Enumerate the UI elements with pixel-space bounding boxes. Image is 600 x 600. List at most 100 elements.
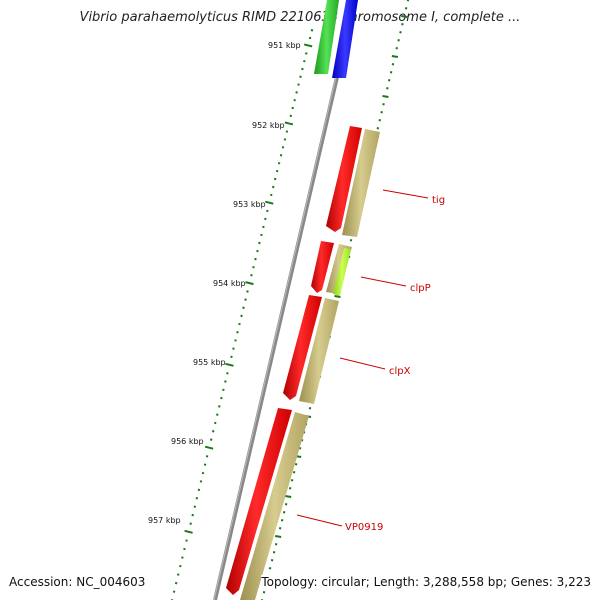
inner-ruler-tick [222,388,225,392]
inner-ruler-major-tick [265,200,274,205]
inner-ruler-tick [264,217,267,221]
outer-ruler-tick [382,103,385,106]
inner-ruler-tick [258,241,261,245]
chromosome-backbone [213,0,357,600]
outer-ruler-tick [270,559,274,562]
feature-olive-1 [342,129,380,237]
inner-ruler-tick [256,249,259,253]
feature-olive-3 [299,298,339,404]
outer-ruler-tick [274,535,282,538]
kbp-label-953: 953 kbp [233,200,266,209]
inner-ruler-tick [189,522,192,525]
inner-ruler-tick [240,314,243,318]
inner-ruler-tick [230,355,233,359]
outer-ruler-tick [378,119,382,122]
inner-ruler-tick [226,372,229,375]
feature-green [314,0,339,74]
outer-ruler-tick [334,295,341,298]
outer-ruler-tick [288,487,292,490]
inner-ruler-tick [174,581,178,585]
inner-ruler-tick [172,590,176,593]
inner-ruler-tick [277,161,281,165]
outer-ruler-tick [285,495,292,498]
inner-ruler-tick [281,146,285,149]
feature-red-2 [311,241,334,293]
inner-ruler-tick [183,547,186,551]
inner-ruler-tick [285,130,289,133]
kbp-label-951: 951 kbp [268,41,301,50]
outer-ruler-tick [404,7,408,10]
inner-ruler-tick [250,274,253,277]
inner-ruler-tick [301,67,304,71]
outer-ruler-tick [397,39,400,42]
gene-callouts: tig clpP clpX VP0919 [296,189,445,533]
inner-ruler-tick [179,564,182,568]
inner-ruler-tick [244,298,247,301]
inner-ruler-tick [262,225,265,229]
inner-ruler-tick [220,396,223,400]
inner-ruler-tick [197,488,201,492]
feature-lime [333,248,351,296]
outer-ruler-tick [294,463,298,466]
outer-ruler-tick [274,543,278,546]
inner-ruler-tick [289,114,293,118]
outer-ruler-tick [278,527,282,530]
outer-ruler-tick [292,471,296,474]
gene-label-clpP: clpP [410,283,431,294]
inner-ruler-tick [293,98,296,102]
feature-red-1 [326,126,362,232]
outer-ruler-tick [386,87,389,90]
inner-ruler-tick [199,480,203,483]
inner-ruler-tick [242,306,245,309]
outer-ruler-tick [349,239,353,242]
kbp-label-954: 954 kbp [213,279,246,288]
inner-ruler-major-tick [184,529,193,534]
accession-text: Accession: NC_004603 [9,575,146,589]
inner-ruler-tick [254,257,257,261]
inner-ruler-tick [185,539,188,542]
outer-ruler-tick [282,511,286,514]
inner-ruler-tick [195,497,199,500]
gene-label-clpX: clpX [389,366,411,377]
inner-ruler [171,29,314,600]
inner-ruler-major-tick [303,43,313,48]
map-title: Vibrio parahaemolyticus RIMD 2210633 chr… [79,10,521,25]
kbp-label-956: 956 kbp [171,437,204,446]
inner-ruler-tick [310,29,314,32]
outer-ruler-tick [401,15,408,18]
kbp-label-957: 957 kbp [148,516,181,525]
inner-ruler-tick [203,463,207,466]
inner-ruler-tick [275,169,279,173]
inner-ruler-tick [270,193,273,197]
outer-ruler-tick [380,111,383,114]
inner-ruler-tick [295,91,298,94]
inner-ruler-tick [303,59,306,63]
feature-blue [332,0,358,78]
inner-ruler-tick [181,556,184,559]
outer-ruler-tick [399,31,402,34]
outer-ruler-tick [387,79,391,82]
inner-ruler-tick [266,209,269,213]
inner-ruler-tick [252,265,255,269]
inner-ruler-tick [218,405,221,408]
inner-ruler-tick [238,322,241,326]
inner-ruler-tick [279,154,283,157]
inner-ruler-tick [216,413,219,416]
inner-ruler-tick [246,290,249,293]
inner-ruler-major-tick [225,362,234,367]
inner-ruler-tick [209,438,213,441]
inner-ruler-tick [271,185,275,189]
gene-label-VP0919: VP0919 [345,522,383,533]
outer-ruler-tick [395,47,399,50]
outer-ruler-tick [268,567,272,570]
inner-ruler-tick [211,430,215,433]
inner-ruler-tick [308,36,312,40]
kbp-labels: 951 kbp 952 kbp 953 kbp 954 kbp 955 kbp … [148,41,301,525]
feature-red-3 [283,295,322,400]
inner-ruler-tick [177,573,180,576]
feature-red-4 [226,408,292,595]
outer-ruler-tick [389,71,393,74]
inner-ruler-tick [224,380,227,383]
feature-olive-4 [240,412,309,600]
